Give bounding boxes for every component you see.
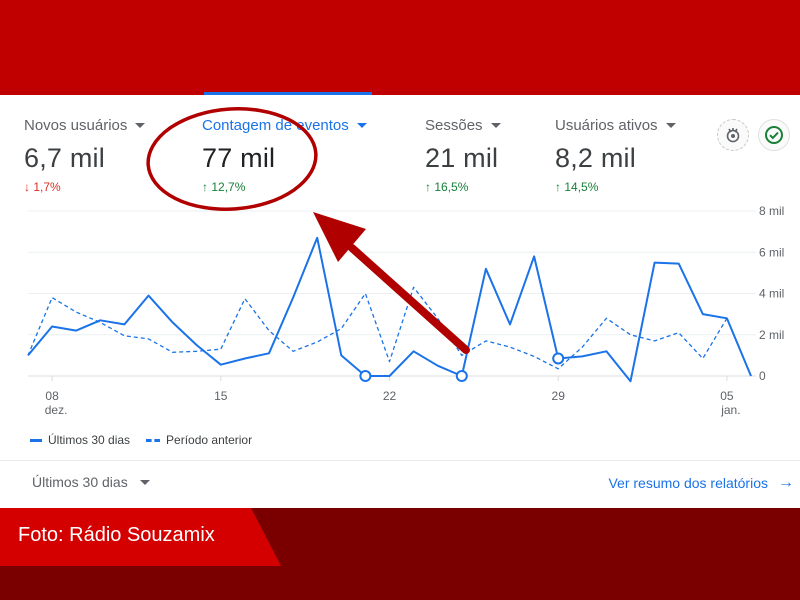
x-tick-label: 22 bbox=[383, 389, 397, 403]
metric-sessions[interactable]: Sessões 21 mil ↑ 16,5% bbox=[425, 117, 501, 194]
caption-tag bbox=[0, 508, 281, 566]
insights-icon[interactable] bbox=[717, 119, 749, 151]
metric-active-users[interactable]: Usuários ativos 8,2 mil ↑ 14,5% bbox=[555, 117, 676, 194]
arrow-up-icon: ↑ bbox=[555, 180, 561, 194]
arrow-right-icon: → bbox=[778, 474, 794, 491]
metric-delta: ↓ 1,7% bbox=[24, 180, 61, 194]
arrow-down-icon: ↓ bbox=[24, 180, 30, 194]
chevron-down-icon[interactable] bbox=[490, 123, 501, 128]
view-reports-link[interactable]: Ver resumo dos relatórios → bbox=[608, 474, 794, 492]
y-tick-label: 4 mil bbox=[759, 287, 784, 301]
chart-legend: Últimos 30 dias Período anterior bbox=[30, 433, 252, 447]
data-point-marker[interactable] bbox=[455, 370, 468, 382]
footer-divider bbox=[0, 460, 800, 461]
metric-label[interactable]: Usuários ativos bbox=[555, 117, 676, 134]
photo-caption: Foto: Rádio Souzamix bbox=[18, 524, 215, 546]
chevron-down-icon[interactable] bbox=[356, 123, 367, 128]
y-tick-label: 6 mil bbox=[759, 245, 784, 259]
metric-label[interactable]: Novos usuários bbox=[24, 117, 146, 134]
chevron-down-icon[interactable] bbox=[135, 123, 146, 128]
x-tick-label: 29 bbox=[552, 389, 566, 403]
series-line-current bbox=[27, 236, 752, 383]
legend-previous: Período anterior bbox=[166, 433, 253, 447]
view-reports-label: Ver resumo dos relatórios bbox=[608, 475, 768, 491]
header-banner bbox=[0, 0, 800, 95]
y-tick-label: 2 mil bbox=[759, 328, 784, 342]
legend-dashed-swatch bbox=[146, 438, 161, 442]
y-tick-label: 0 bbox=[759, 369, 766, 383]
metric-value: 21 mil bbox=[425, 143, 499, 173]
x-tick-sublabel: jan. bbox=[720, 403, 740, 417]
data-point-marker[interactable] bbox=[552, 352, 565, 365]
arrow-up-icon: ↑ bbox=[425, 180, 431, 194]
metric-delta: ↑ 16,5% bbox=[425, 180, 469, 194]
active-tab-indicator bbox=[204, 92, 372, 95]
metric-value: 8,2 mil bbox=[555, 143, 636, 173]
chevron-down-icon bbox=[139, 479, 150, 485]
date-range-select[interactable]: Últimos 30 dias bbox=[32, 474, 150, 490]
metric-value: 6,7 mil bbox=[24, 143, 105, 173]
x-tick-label: 15 bbox=[214, 389, 228, 403]
legend-solid-swatch bbox=[30, 438, 42, 442]
y-tick-label: 8 mil bbox=[759, 204, 784, 218]
x-tick-label: 08 bbox=[45, 389, 59, 403]
series-line-previous bbox=[27, 286, 752, 377]
date-range-label: Últimos 30 dias bbox=[32, 474, 128, 490]
line-chart: 0 2 mil 4 mil 6 mil 8 mil 08 dez. 15 22 29 05 jan. bbox=[0, 95, 800, 425]
chevron-down-icon[interactable] bbox=[665, 123, 676, 128]
check-circle-icon[interactable] bbox=[758, 119, 790, 151]
legend-current: Últimos 30 dias bbox=[48, 433, 131, 447]
metric-delta: ↑ 14,5% bbox=[555, 180, 599, 194]
metric-new-users[interactable]: Novos usuários 6,7 mil ↓ 1,7% bbox=[24, 117, 146, 194]
x-tick-label: 05 bbox=[720, 389, 734, 403]
x-tick-sublabel: dez. bbox=[45, 403, 68, 417]
metric-label[interactable]: Sessões bbox=[425, 117, 501, 134]
data-point-marker[interactable] bbox=[359, 370, 372, 382]
